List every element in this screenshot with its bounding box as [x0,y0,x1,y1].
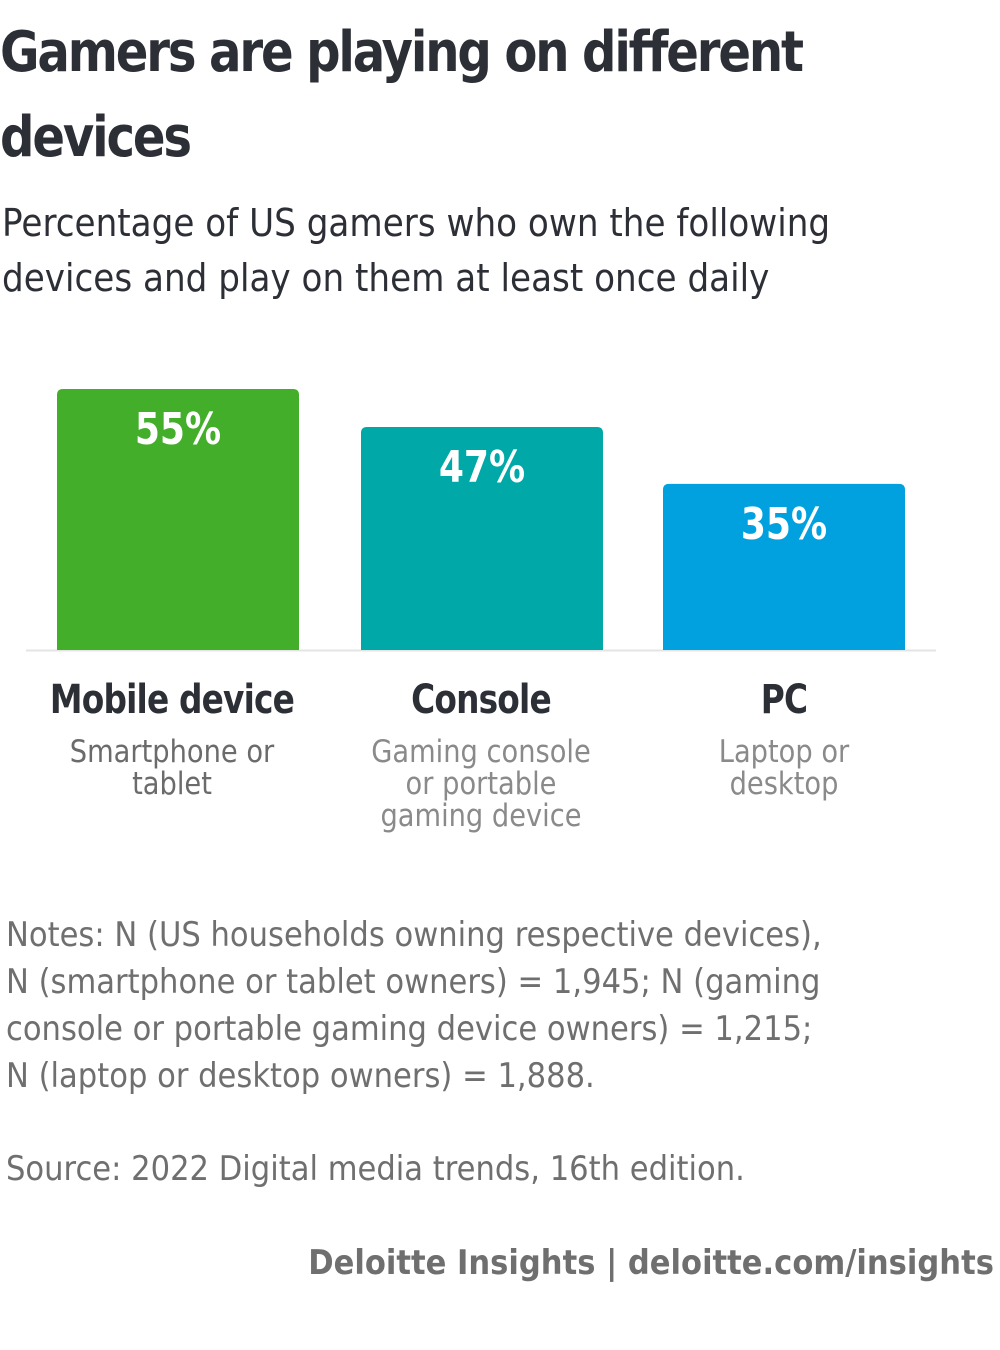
chart-subtitle-line-2: devices and play on them at least once d… [2,256,770,300]
chart-title-line-2: devices [0,105,192,170]
category-description-line: Laptop or [718,734,850,770]
bar-pc [663,483,905,650]
category-title: Mobile device [49,677,295,723]
category-description-line: Smartphone or [69,734,275,770]
bar-mobile-device [57,389,299,650]
notes-line: console or portable gaming device owners… [6,1009,813,1049]
data-label: 35% [741,500,827,550]
category-mobile-device: Mobile device Smartphone or tablet [22,676,322,800]
chart-title-line-1: Gamers are playing on different [0,20,804,85]
category-title: PC [760,677,808,723]
category-description-line: or portable [405,766,557,802]
category-title: Console [411,677,552,723]
data-label: 47% [439,443,525,493]
bar-console [361,426,603,650]
notes-line: N (laptop or desktop owners) = 1,888. [6,1056,595,1096]
source-note: Source: 2022 Digital media trends, 16th … [6,1149,745,1189]
notes-line: N (smartphone or tablet owners) = 1,945;… [6,962,821,1002]
chart-subtitle: Percentage of US gamers who own the foll… [2,196,992,306]
category-description-line: gaming device [380,798,582,834]
bar-chart: 55% 47% 35% [26,389,936,652]
chart-title: Gamers are playing on different devices [0,10,989,180]
category-description: Gaming console or portable gaming device [349,736,613,832]
category-description: Smartphone or tablet [40,736,304,800]
category-description: Laptop or desktop [652,736,916,800]
publisher-credit: Deloitte Insights | deloitte.com/insight… [308,1243,994,1283]
notes-line: Notes: N (US households owning respectiv… [6,915,822,955]
category-pc: PC Laptop or desktop [634,676,934,800]
category-description-line: Gaming console [371,734,591,770]
notes: Notes: N (US households owning respectiv… [6,912,996,1100]
data-label: 55% [135,405,221,455]
category-console: Console Gaming console or portable gamin… [331,676,631,832]
category-description-line: tablet [132,766,212,802]
chart-subtitle-line-1: Percentage of US gamers who own the foll… [2,201,831,245]
category-description-line: desktop [729,766,839,802]
